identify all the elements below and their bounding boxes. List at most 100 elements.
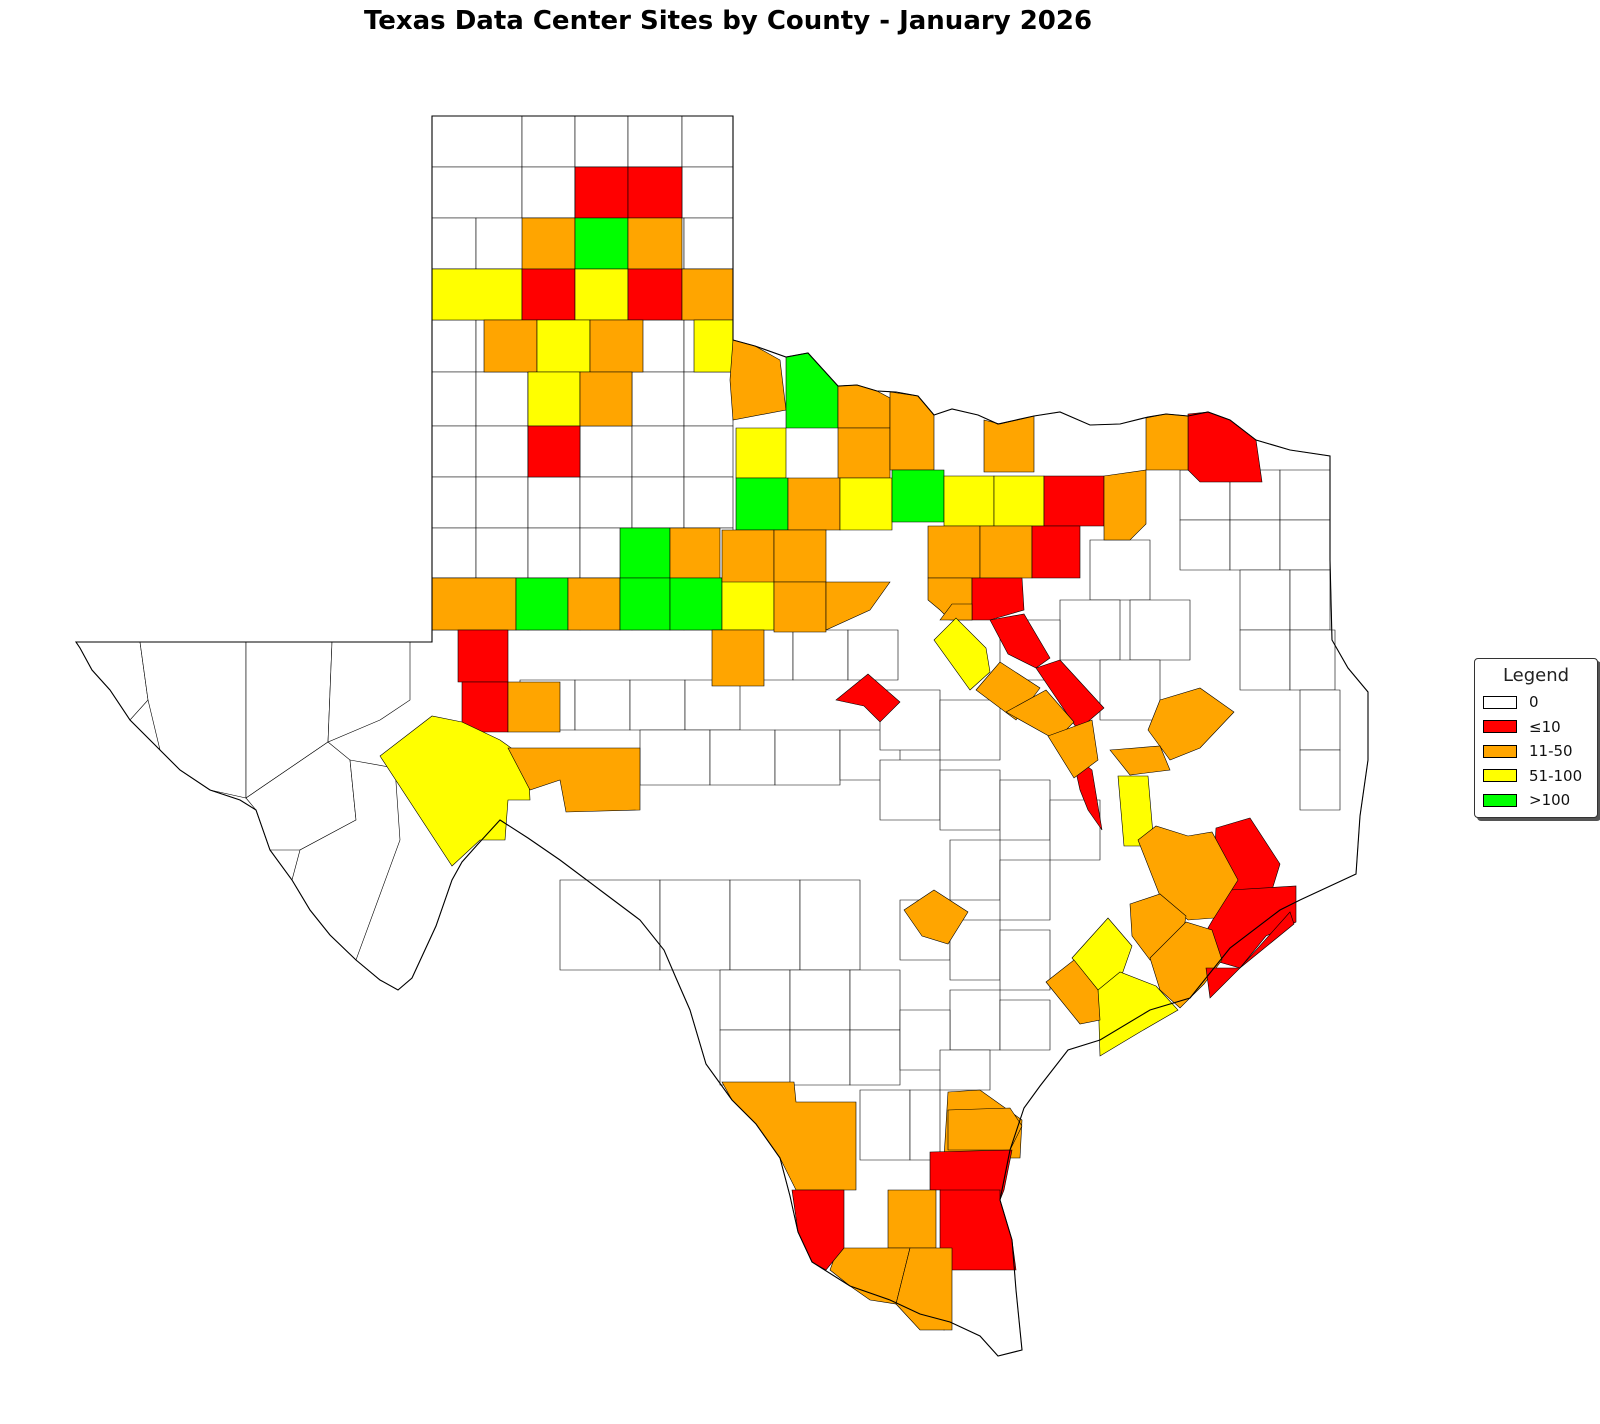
county-cell (475, 527, 529, 579)
county-cell (631, 425, 685, 478)
county-north-r4c8 (1031, 525, 1081, 579)
county-cell (799, 879, 861, 971)
county-panhandle-r3c4 (627, 217, 683, 270)
county-permian-r12c1 (461, 681, 509, 733)
county-cell (709, 729, 776, 786)
county-permian-r10c2 (515, 577, 569, 631)
county-cell (1099, 659, 1161, 721)
county-north-r4c6 (927, 525, 981, 579)
county-cell (999, 999, 1051, 1051)
county-houston-e (1045, 959, 1101, 1025)
county-south-plains-r6c4 (579, 371, 633, 427)
county-north-r3c3 (839, 477, 893, 531)
county-cell (431, 166, 523, 219)
county-north-r4c1 (721, 529, 775, 583)
county-permian-r10c4 (619, 577, 671, 631)
county-south-plains-r9c4 (619, 527, 671, 579)
legend-label-2: 11-50 (1529, 742, 1573, 761)
county-base-layer (75, 115, 1369, 1357)
county-cell (789, 1029, 851, 1086)
county-north-r3c5 (943, 475, 995, 527)
county-panhandle-r4c3 (574, 268, 629, 321)
county-cell (999, 929, 1051, 991)
county-cell (1179, 519, 1231, 571)
county-cell (639, 729, 711, 786)
county-central-a (933, 617, 991, 691)
county-south-f (887, 1189, 937, 1249)
county-cell (1239, 629, 1291, 691)
county-cell (879, 759, 941, 821)
county-permian-r10c3 (567, 577, 621, 631)
legend-swatch-0 (1483, 695, 1517, 709)
map-title: Texas Data Center Sites by County - Janu… (363, 6, 1093, 36)
county-cell (789, 969, 851, 1031)
county-cell (859, 1089, 911, 1161)
county-cell (1129, 599, 1191, 661)
county-north-r4c7 (979, 525, 1033, 579)
county-cell (139, 641, 247, 799)
county-permian-r10c6 (721, 577, 775, 631)
legend-label-4: >100 (1529, 791, 1571, 810)
county-cell (631, 371, 685, 427)
county-cell (681, 166, 734, 219)
legend-swatch-3 (1483, 769, 1517, 783)
county-permian-r12c2 (507, 681, 561, 733)
legend-label-1: ≤10 (1529, 717, 1561, 736)
county-north-r5c3 (711, 629, 765, 687)
county-cell (909, 1089, 941, 1161)
county-north-r3c4 (891, 469, 945, 523)
county-south-c (947, 1107, 1023, 1151)
county-north-r5c1 (773, 581, 827, 633)
county-central-i (1147, 687, 1235, 761)
county-cell (1289, 629, 1336, 691)
county-cell (849, 969, 901, 1031)
county-cell (949, 989, 1001, 1051)
county-panhandle-r2c3 (574, 166, 629, 219)
county-cell (431, 217, 477, 270)
county-cell (683, 425, 734, 478)
county-north-r1c4 (837, 427, 891, 479)
county-panhandle-r5c2 (483, 319, 538, 373)
county-cell (527, 476, 581, 529)
county-hill-country (903, 889, 969, 945)
county-cell (579, 476, 633, 529)
county-central-f (1005, 689, 1075, 741)
legend-item-4: >100 (1483, 788, 1589, 813)
county-cell (431, 115, 523, 168)
county-north-r3c8 (1103, 469, 1147, 541)
county-central-b (989, 613, 1051, 669)
county-cell (475, 371, 529, 427)
legend-swatch-1 (1483, 720, 1517, 734)
county-cell (631, 476, 685, 529)
legend-label-3: 51-100 (1529, 766, 1583, 785)
county-cell (792, 629, 849, 681)
county-cell (521, 166, 576, 219)
legend-swatch-2 (1483, 744, 1517, 758)
county-panhandle-r5c3 (536, 319, 591, 373)
county-cell (629, 679, 686, 731)
county-cell (1299, 749, 1341, 811)
county-cell (1289, 569, 1331, 631)
county-cell (774, 729, 841, 786)
county-south-plains-r9c5 (669, 527, 721, 579)
county-permian-r10c5 (669, 577, 723, 631)
county-cell (75, 641, 149, 721)
county-cell (683, 217, 734, 270)
county-north-r1c6 (889, 391, 935, 471)
county-cell (627, 115, 683, 168)
county-cell (719, 1029, 791, 1086)
county-cell (729, 879, 801, 971)
county-tom-green-area (835, 673, 901, 723)
county-cell (999, 779, 1051, 841)
county-south-plains-r6c3 (527, 371, 581, 427)
county-cell (683, 371, 734, 427)
county-panhandle-r3c2 (521, 217, 576, 270)
county-cell (559, 879, 661, 971)
county-panhandle-r4c1 (431, 268, 523, 321)
legend-item-0: 0 (1483, 690, 1589, 715)
county-cell (1279, 519, 1331, 571)
county-cell (1049, 799, 1101, 861)
county-cell (431, 425, 477, 478)
county-cell (849, 1029, 901, 1086)
county-cell (431, 371, 477, 427)
